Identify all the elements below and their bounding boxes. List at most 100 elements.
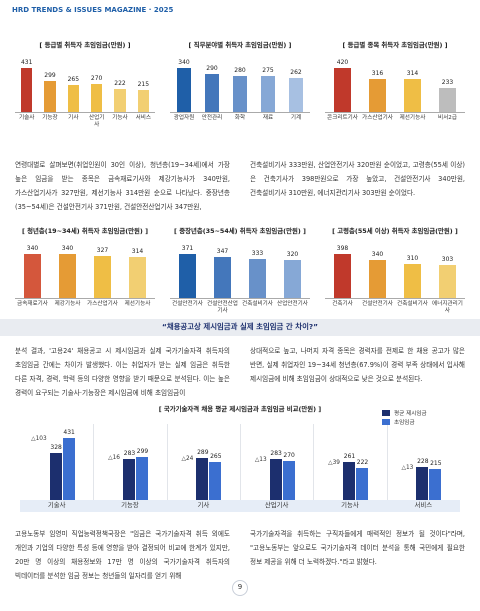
value-label: 215	[137, 81, 150, 89]
category-band	[20, 500, 460, 512]
category-label: 제선기능사	[399, 115, 426, 121]
category-label: 재료	[262, 115, 274, 121]
value-label: 431	[20, 59, 33, 66]
bar	[178, 254, 197, 298]
bar	[23, 254, 42, 298]
value-label: 310	[406, 254, 419, 262]
paragraph: 건축설비기사 333만원, 산업안전기사 320만원 순이었고, 고령층(55세…	[250, 161, 465, 197]
bar	[90, 84, 103, 112]
bar	[233, 75, 247, 112]
bar	[356, 468, 368, 500]
category-label: 건설안전기사	[172, 301, 203, 307]
chart-title: [ 국가기술자격 채용 평균 제시임금과 초임임금 비교(만원) ]	[158, 405, 322, 413]
bar	[128, 257, 147, 298]
baseline	[325, 298, 465, 299]
bar	[403, 79, 422, 112]
banner-text: “채용공고상 제시임금과 실제 초임임금 간 차이?”	[161, 322, 319, 331]
category-label: 건축설비기사	[397, 301, 428, 307]
separator	[313, 424, 315, 500]
value-label: 333	[251, 249, 264, 257]
value-label: 265	[210, 452, 222, 460]
bar-chart: [ 등급별 취득자 초임임금(만원) ] 431 기술사 299 기능장 265 기사 270…	[15, 40, 155, 138]
legend-swatch	[382, 410, 390, 416]
category-label: 건설안전산업기사	[207, 301, 238, 314]
value-label: 283	[270, 450, 282, 458]
difference-label: △13	[401, 465, 414, 472]
category-label: 기사	[68, 115, 79, 121]
bar	[196, 458, 209, 500]
paragraph: 연령대별로 살펴보면(취업인원이 30인 이상), 청년층(19~34세)에서 …	[15, 161, 230, 211]
value-label: 314	[131, 248, 144, 256]
value-label: 280	[234, 66, 246, 74]
bar	[93, 255, 112, 298]
category-label: 에너지관리기사	[432, 301, 463, 314]
category-label: 산업기사	[88, 115, 105, 128]
bar	[368, 260, 387, 298]
value-label: 299	[44, 72, 56, 80]
chart-title: [ 청년층(19~34세) 취득자 초임임금(만원) ]	[22, 227, 148, 235]
category-label: 기술사	[47, 501, 66, 509]
bar	[137, 90, 150, 112]
category-label: 비서2급	[438, 115, 457, 121]
page-number-circle	[232, 580, 248, 596]
value-label: 290	[206, 65, 218, 73]
baseline	[170, 112, 310, 113]
chart-title: [ 중장년층(35~54세) 취득자 초임임금(만원) ]	[174, 227, 306, 235]
chart-title: [ 등급별 종목 취득자 초임임금(만원) ]	[342, 41, 448, 49]
paragraph: 분석 결과, '고용24' 채용공고 시 제시임금과 실제 국가기술자격 취득자…	[15, 347, 230, 397]
category-label: 서비스	[135, 115, 152, 121]
category-label: 가스산업기사	[362, 115, 393, 121]
category-label: 서비스	[414, 501, 433, 509]
bar	[213, 256, 232, 298]
difference-label: △103	[31, 436, 47, 442]
bar	[20, 68, 33, 112]
value-label: 327	[96, 246, 109, 254]
paragraph: 상대적으로 높고, 나머지 자격 종목은 경력자를 전제로 한 채용 공고가 많…	[250, 347, 465, 383]
bar	[333, 254, 352, 298]
baseline	[170, 298, 310, 299]
bar	[283, 260, 302, 298]
category-label: 기능장	[42, 115, 58, 121]
category-label: 기술사	[18, 115, 35, 121]
bar-chart: [ 고령층(55세 이상) 취득자 초임임금(만원) ] 398 건축기사 340 건설…	[325, 226, 465, 324]
separator	[240, 424, 241, 500]
category-label: 기사	[197, 501, 210, 509]
paragraph: 국가기술자격을 취득하는 구직자들에게 매력적인 정보가 될 것이다"라며, "…	[250, 530, 465, 566]
baseline	[15, 112, 155, 113]
bar	[403, 263, 422, 298]
bar	[58, 254, 77, 298]
value-label: 275	[262, 67, 274, 75]
bar	[209, 461, 222, 500]
legend-label: 평균 제시임금	[394, 411, 427, 417]
category-label: 금속재료기사	[17, 301, 48, 307]
bar	[368, 78, 387, 112]
baseline	[15, 298, 155, 299]
bar	[44, 81, 56, 112]
category-label: 가스산업기사	[87, 301, 118, 307]
bar	[136, 456, 148, 500]
value-label: 289	[197, 449, 209, 457]
value-label: 316	[371, 69, 384, 77]
value-label: 261	[343, 453, 356, 461]
bar	[429, 469, 442, 500]
value-label: 270	[90, 75, 103, 83]
baseline	[325, 112, 465, 113]
value-label: 340	[371, 251, 384, 259]
category-label: 제강기능사	[54, 301, 81, 307]
bar	[438, 264, 457, 298]
value-label: 283	[123, 450, 136, 458]
separator	[166, 424, 168, 500]
separator	[386, 424, 388, 500]
bar	[269, 459, 282, 500]
value-label: 233	[441, 78, 454, 86]
value-label: 222	[356, 459, 369, 467]
legend-label: 초임임금	[394, 420, 415, 426]
category-label: 화학	[234, 115, 246, 121]
category-label: 콘크리트기사	[327, 115, 358, 121]
category-label: 기능사	[341, 501, 359, 509]
category-label: 건축기사	[332, 301, 353, 307]
banner-band	[0, 319, 480, 336]
paragraph: 고용노동부 임영미 직업능력정책국장은 "임금은 국가기술자격 취득 외에도 개…	[15, 530, 230, 580]
category-label: 건축설비기사	[242, 301, 273, 307]
bar	[67, 84, 80, 112]
